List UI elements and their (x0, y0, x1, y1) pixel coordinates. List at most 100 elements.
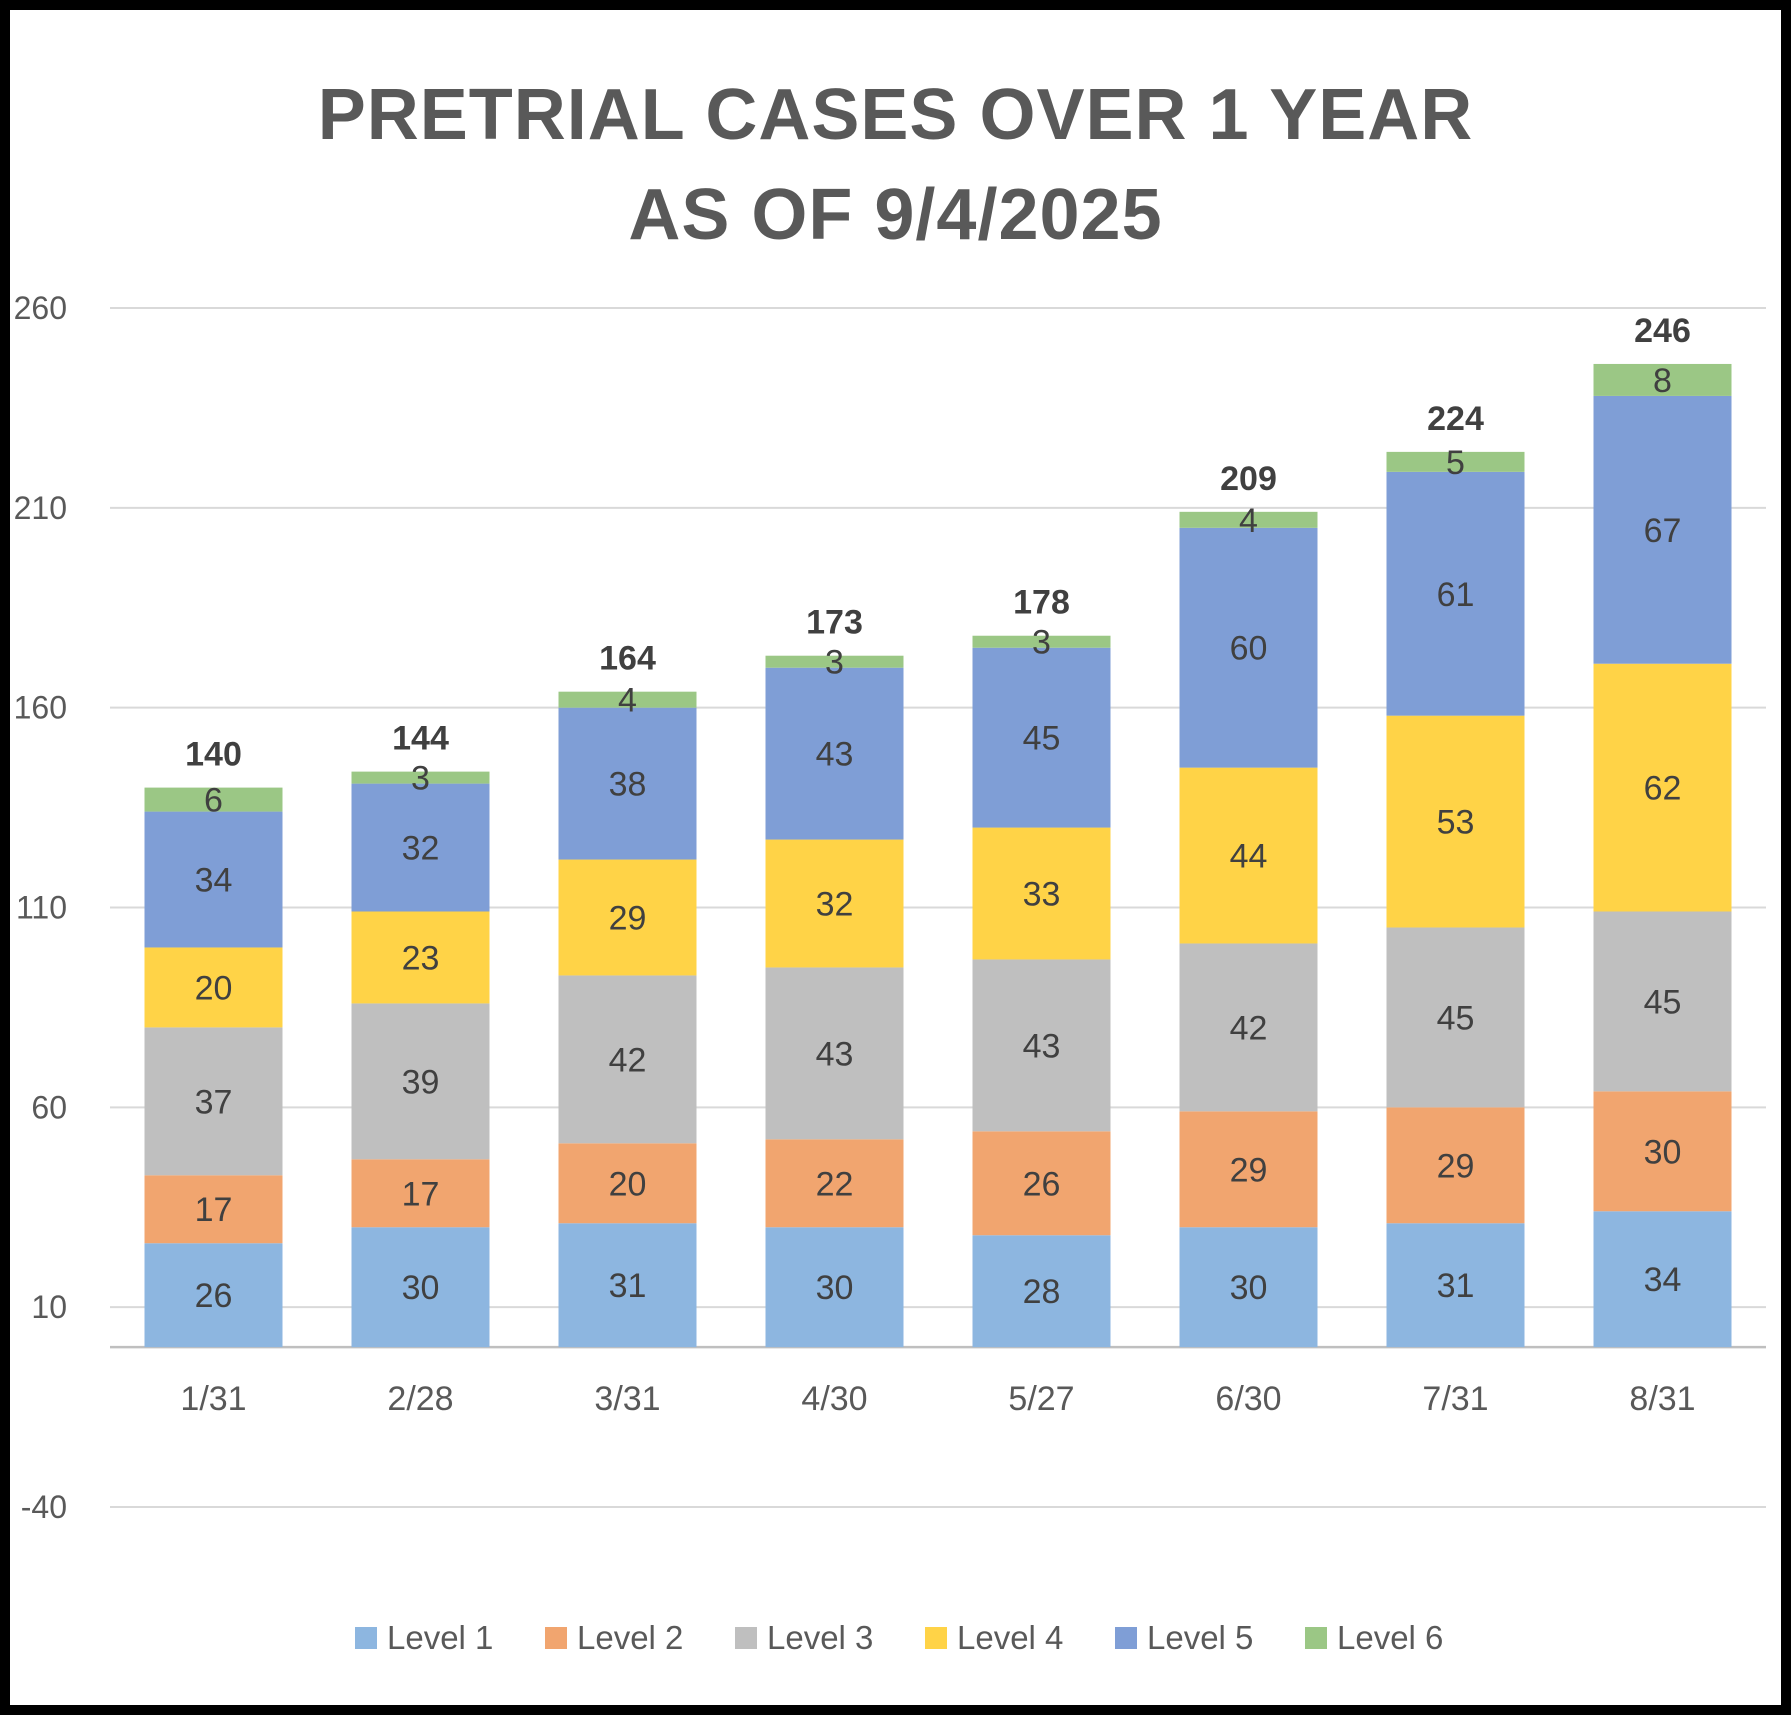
bar-segment-level-6 (972, 635, 1111, 648)
data-label: 32 (816, 886, 854, 924)
bar-segment-level-6 (1179, 511, 1318, 528)
bar-segment-level-4 (1386, 715, 1525, 928)
data-label: 37 (195, 1083, 233, 1121)
total-label: 144 (392, 720, 449, 758)
legend-label: Level 2 (577, 1619, 683, 1656)
bar-segment-level-4 (1179, 767, 1318, 944)
bar-segment-level-6 (351, 771, 490, 784)
bar-segment-level-4 (765, 839, 904, 968)
data-label: 43 (1023, 1027, 1061, 1065)
bar-segment-level-3 (765, 967, 904, 1140)
data-label: 42 (1230, 1009, 1268, 1047)
bar-segment-level-2 (765, 1139, 904, 1228)
data-label: 3 (411, 760, 430, 798)
data-label: 34 (1644, 1261, 1682, 1299)
total-label: 164 (599, 640, 656, 678)
bar-segment-level-6 (1386, 451, 1525, 472)
data-label: 3 (825, 644, 844, 682)
bar-segment-level-1 (558, 1223, 697, 1348)
x-tick-label: 2/28 (387, 1380, 453, 1418)
y-tick-label: 160 (14, 690, 67, 726)
data-label: 31 (609, 1267, 647, 1305)
total-label: 246 (1634, 312, 1691, 350)
legend-item-level-4: Level 4 (925, 1619, 1063, 1656)
data-label: 17 (195, 1191, 233, 1229)
legend-item-level-3: Level 3 (735, 1619, 873, 1656)
bar-segment-level-4 (144, 947, 283, 1028)
data-label: 43 (816, 736, 854, 774)
bar-segment-level-2 (1179, 1111, 1318, 1228)
bar-segment-level-3 (1593, 911, 1732, 1092)
legend-item-level-2: Level 2 (545, 1619, 683, 1656)
data-label: 4 (1239, 502, 1258, 540)
bar-segment-level-6 (558, 691, 697, 708)
total-label: 173 (806, 604, 863, 642)
bar-segment-level-5 (558, 707, 697, 860)
data-label: 38 (609, 766, 647, 804)
bar-segment-level-1 (1593, 1211, 1732, 1348)
data-label: 30 (1230, 1269, 1268, 1307)
y-tick-label: -40 (21, 1489, 67, 1525)
bar-segment-level-6 (1593, 363, 1732, 396)
y-tick-label: 10 (31, 1289, 67, 1325)
legend-label: Level 4 (957, 1619, 1063, 1656)
data-label: 30 (402, 1269, 440, 1307)
data-label: 29 (1437, 1147, 1475, 1185)
y-tick-label: 260 (14, 290, 67, 326)
bar-segment-level-5 (765, 667, 904, 840)
data-label: 20 (195, 969, 233, 1007)
data-label: 5 (1446, 444, 1465, 482)
data-label: 28 (1023, 1273, 1061, 1311)
legend-label: Level 1 (387, 1619, 493, 1656)
data-label: 45 (1644, 983, 1682, 1021)
bar-segment-level-5 (1386, 471, 1525, 716)
legend-label: Level 5 (1147, 1619, 1253, 1656)
data-label: 4 (618, 682, 637, 720)
bar-segment-level-1 (351, 1227, 490, 1348)
legend-swatch (355, 1627, 377, 1649)
data-label: 29 (1230, 1151, 1268, 1189)
data-label: 42 (609, 1041, 647, 1079)
bar-segment-level-3 (972, 959, 1111, 1132)
bar-segment-level-5 (144, 811, 283, 948)
legend-item-level-6: Level 6 (1305, 1619, 1443, 1656)
data-label: 22 (816, 1165, 854, 1203)
bar-segment-level-1 (144, 1243, 283, 1348)
bar-segment-level-3 (351, 1003, 490, 1160)
bar-segment-level-2 (972, 1131, 1111, 1236)
x-tick-label: 5/27 (1008, 1380, 1074, 1418)
data-label: 62 (1644, 770, 1682, 808)
data-label: 45 (1437, 999, 1475, 1037)
total-label: 140 (185, 736, 242, 774)
x-tick-label: 3/31 (594, 1380, 660, 1418)
legend-swatch (1305, 1627, 1327, 1649)
bar-segment-level-1 (1386, 1223, 1525, 1348)
data-label: 30 (816, 1269, 854, 1307)
x-tick-label: 8/31 (1629, 1380, 1695, 1418)
bar-segment-level-3 (144, 1027, 283, 1176)
bar-segment-level-3 (558, 975, 697, 1144)
data-label: 26 (1023, 1165, 1061, 1203)
bar-segment-level-2 (144, 1175, 283, 1244)
data-label: 32 (402, 830, 440, 868)
data-label: 3 (1032, 624, 1051, 662)
x-tick-label: 6/30 (1215, 1380, 1281, 1418)
total-label: 178 (1013, 584, 1070, 622)
data-label: 26 (195, 1277, 233, 1315)
chart-title-line-2: AS OF 9/4/2025 (628, 175, 1163, 255)
bar-segment-level-2 (558, 1143, 697, 1224)
bar-segment-level-4 (1593, 663, 1732, 912)
legend-item-level-5: Level 5 (1115, 1619, 1253, 1656)
legend-swatch (925, 1627, 947, 1649)
total-label: 224 (1427, 400, 1484, 438)
bar-segment-level-2 (1593, 1091, 1732, 1212)
bar-segment-level-1 (972, 1235, 1111, 1348)
data-label: 17 (402, 1175, 440, 1213)
bar-segment-level-2 (351, 1159, 490, 1228)
bar-segment-level-6 (765, 655, 904, 668)
x-tick-label: 7/31 (1422, 1380, 1488, 1418)
bar-segment-level-5 (1179, 527, 1318, 768)
y-tick-label: 210 (14, 490, 67, 526)
y-tick-label: 110 (16, 890, 67, 926)
data-label: 31 (1437, 1267, 1475, 1305)
